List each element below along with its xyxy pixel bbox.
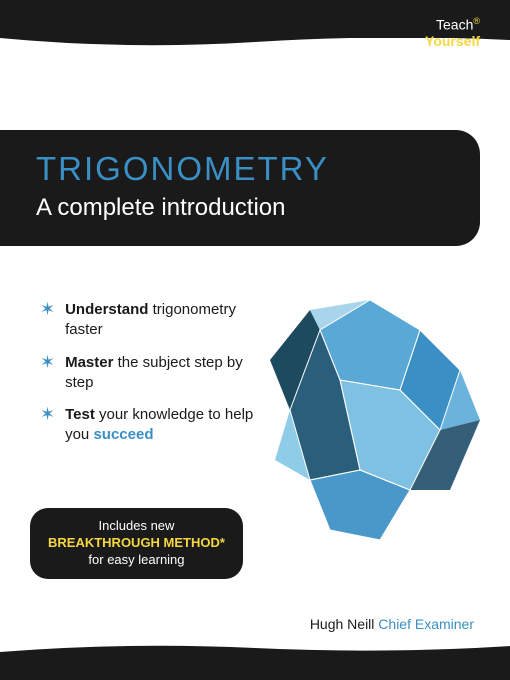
bullet-item: ✶ Test your knowledge to help you succee…	[40, 405, 260, 446]
author-role: Chief Examiner	[378, 616, 474, 632]
book-subtitle: A complete introduction	[36, 194, 452, 222]
series-badge: Teach® Yourself	[425, 16, 480, 50]
series-line1: Teach	[436, 17, 473, 33]
bottom-wave	[0, 642, 510, 652]
promo-badge: Includes new BREAKTHROUGH METHOD* for ea…	[30, 508, 243, 579]
bullet-list: ✶ Understand trigonometry faster ✶ Maste…	[40, 300, 260, 458]
star-icon: ✶	[40, 405, 55, 425]
author-line: Hugh Neill Chief Examiner	[310, 616, 474, 632]
bullet-text: Master the subject step by step	[65, 353, 260, 394]
bullet-item: ✶ Master the subject step by step	[40, 353, 260, 394]
polyhedron-art	[250, 280, 490, 560]
author-name: Hugh Neill	[310, 616, 375, 632]
promo-highlight: BREAKTHROUGH METHOD*	[48, 535, 225, 550]
bottom-bar	[0, 652, 510, 680]
promo-line1: Includes new	[99, 518, 175, 533]
star-icon: ✶	[40, 300, 55, 320]
promo-line2: for easy learning	[88, 552, 184, 567]
registered-mark: ®	[473, 16, 480, 26]
bullet-text: Test your knowledge to help you succeed	[65, 405, 260, 446]
title-banner: TRIGONOMETRY A complete introduction	[0, 130, 480, 246]
bullet-item: ✶ Understand trigonometry faster	[40, 300, 260, 341]
bullet-text: Understand trigonometry faster	[65, 300, 260, 341]
star-icon: ✶	[40, 353, 55, 373]
series-line2: Yourself	[425, 33, 480, 49]
book-title: TRIGONOMETRY	[36, 150, 452, 188]
